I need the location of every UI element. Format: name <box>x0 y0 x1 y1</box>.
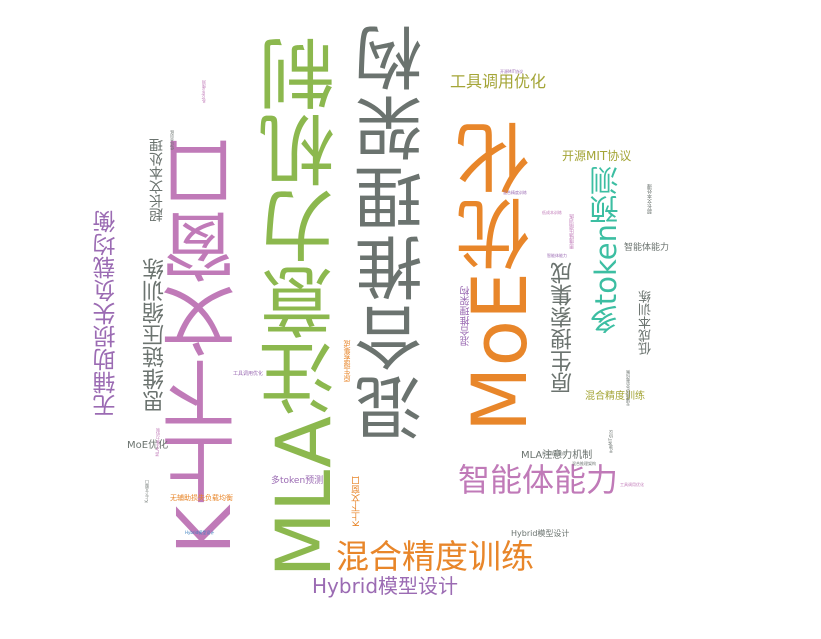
word-native-search-integration: 原生搜索集成 <box>551 262 576 394</box>
word-agent-capability: 智能体能力 <box>458 461 619 499</box>
word-low-cost-training: 低成本训练 <box>639 290 654 355</box>
word-cot-compression-small: 思维链压缩训练 <box>569 214 575 249</box>
word-cot-compression-training: 思维链压缩训练 <box>143 258 168 412</box>
word-mla-tiny: MLA注意力机制 <box>155 428 160 457</box>
word-aux-loss-tiny: 无辅助损失负载均衡 <box>625 370 630 406</box>
word-k-context-small: K上下文窗口 <box>352 476 362 527</box>
word-open-source-tiny: 开源MIT协议 <box>500 69 524 74</box>
word-aux-loss-free-balancing: 无辅助损失负载均衡 <box>94 210 120 417</box>
word-moe-optimization-small: MoE优化 <box>127 440 169 451</box>
word-mla-attention-small: MLA注意力机制 <box>521 450 593 461</box>
word-multi-token-tiny: 多token预测 <box>201 80 206 104</box>
word-moe-optimization: MoE优化 <box>455 120 544 433</box>
word-hybrid-model-design: Hybrid模型设计 <box>312 574 459 598</box>
word-aux-loss-small: 无辅助损失负载均衡 <box>170 494 233 502</box>
word-agent-tiny: 智能体能力 <box>547 253 567 258</box>
word-long-text-processing: 超长文本处理 <box>149 138 165 222</box>
word-hybrid-model-small: Hybrid模型设计 <box>511 529 570 538</box>
word-hybrid-reasoning-small: 混合推理架构 <box>461 286 472 346</box>
word-tool-call-tiny: 工具调用优化 <box>620 482 644 487</box>
word-low-cost-small: 低成本训练 <box>542 210 562 215</box>
word-native-search-small: 原生搜索集成 <box>343 340 351 382</box>
word-long-text-small: 超长文本处理 <box>647 184 653 214</box>
word-mixed-precision-small: 混合精度训练 <box>585 391 645 402</box>
word-k-context-tiny: K上下文窗口 <box>144 480 149 503</box>
word-open-source-mit: 开源MIT协议 <box>562 149 632 163</box>
word-hybrid-reasoning-tiny: 混合推理架构 <box>572 461 596 466</box>
word-multi-token-prediction: 多token预测 <box>589 166 623 335</box>
word-multi-token-small: 多token预测 <box>271 476 324 486</box>
word-hybrid-reasoning-architecture: 混合推理架构 <box>356 22 435 442</box>
word-native-search-tiny: 原生搜索集成 <box>542 451 566 456</box>
word-tool-call-optimization: 工具调用优化 <box>450 72 547 91</box>
word-low-cost-tiny: 低成本训练 <box>169 130 174 150</box>
word-mla-attention: MLA注意力机制 <box>259 36 348 578</box>
word-mixed-precision-tiny: 混合精度训练 <box>503 190 527 195</box>
word-open-source-small: 开源MIT协议 <box>608 430 613 454</box>
word-hybrid-model-tiny: Hybrid模型设计 <box>185 530 215 535</box>
word-agent-capability-small: 智能体能力 <box>624 243 670 253</box>
word-mixed-precision-training: 混合精度训练 <box>336 537 534 576</box>
word-k-context-window: K上下文窗口 <box>162 136 248 555</box>
word-tool-call-small: 工具调用优化 <box>233 371 264 377</box>
